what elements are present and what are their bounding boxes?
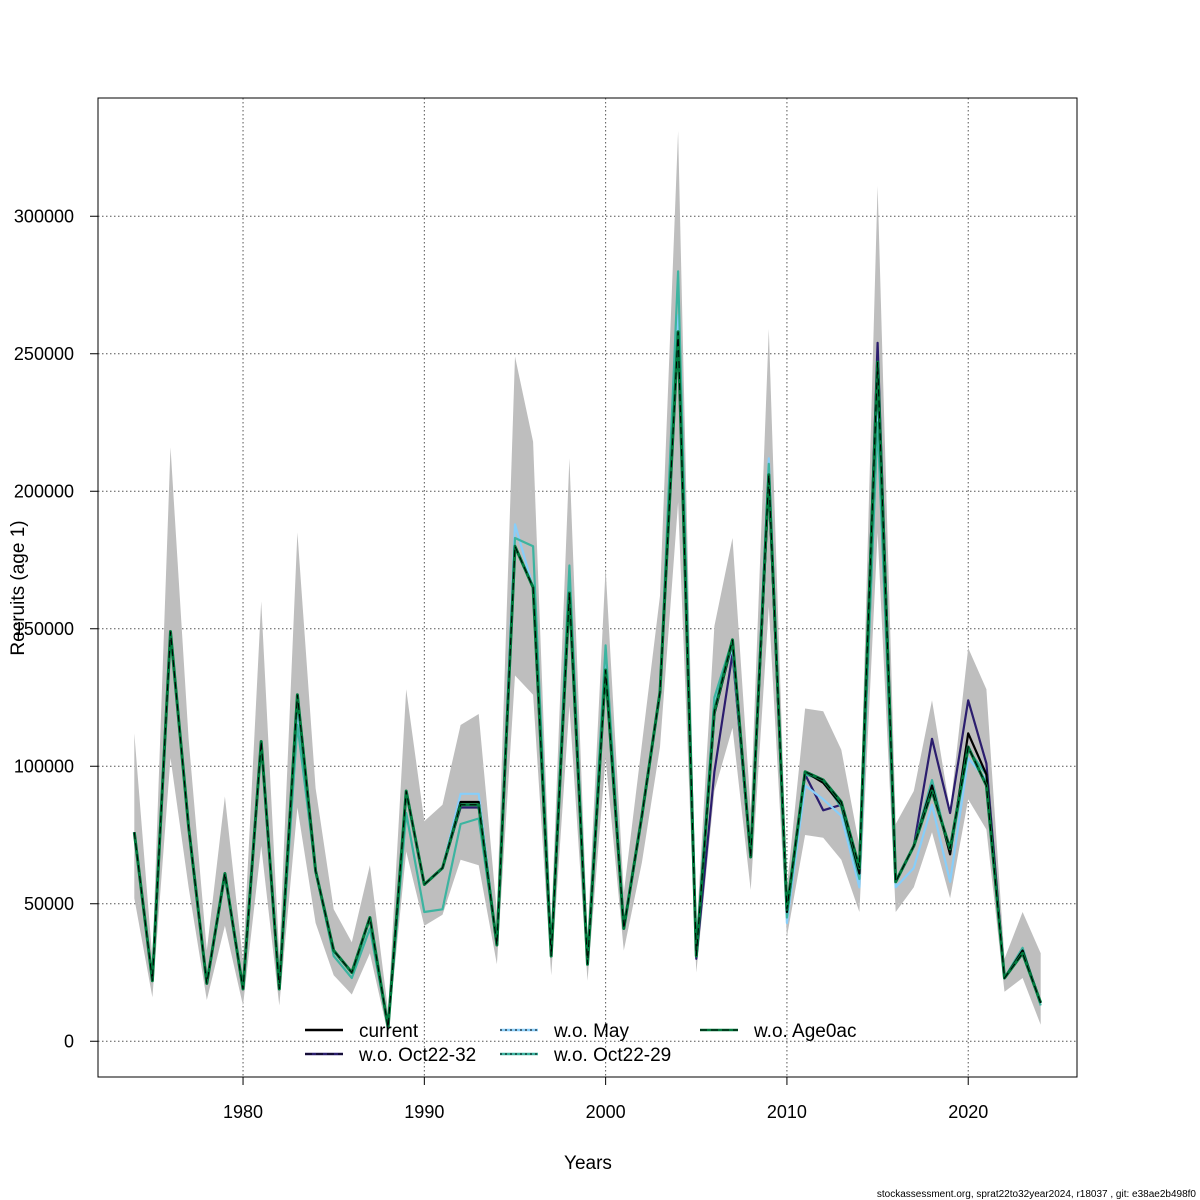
y-tick-label-50000: 50000 — [24, 894, 74, 914]
x-tick-label-2020: 2020 — [948, 1102, 988, 1122]
legend: current w.o. Oct22-32 w.o. May w.o. Oct22-2… — [305, 1021, 856, 1066]
legend-label-current: current — [359, 1021, 419, 1042]
x-axis-title: Years — [564, 1153, 612, 1174]
x-tick-label-1980: 1980 — [223, 1102, 263, 1122]
series-lines-layer — [132, 270, 1043, 1029]
y-tick-label-200000: 200000 — [14, 481, 74, 501]
confidence-band-layer — [134, 131, 1041, 1035]
legend-label-w-o-age0ac: w.o. Age0ac — [753, 1021, 856, 1042]
y-tick-label-0: 0 — [64, 1031, 74, 1051]
series-line-w-o-age0ac-pattern — [133, 331, 1042, 1028]
footer-credit: stockassessment.org, sprat22to32year2024… — [877, 1189, 1197, 1200]
legend-label-w-o-oct22-29: w.o. Oct22-29 — [553, 1045, 671, 1066]
y-tick-label-100000: 100000 — [14, 756, 74, 776]
x-tick-label-2000: 2000 — [586, 1102, 626, 1122]
plot-frame — [97, 97, 1078, 1078]
axes: 1980 1990 2000 2010 2020 0 50000 100000 150000 20… — [14, 206, 988, 1122]
y-tick-label-250000: 250000 — [14, 344, 74, 364]
legend-label-w-o-oct22-32: w.o. Oct22-32 — [358, 1045, 476, 1066]
y-tick-label-150000: 150000 — [14, 619, 74, 639]
x-tick-label-2010: 2010 — [767, 1102, 807, 1122]
x-tick-label-1990: 1990 — [404, 1102, 444, 1122]
confidence-band — [134, 131, 1041, 1035]
y-tick-label-300000: 300000 — [14, 206, 74, 226]
legend-label-w-o-may: w.o. May — [553, 1021, 629, 1042]
y-axis-title: Recruits (age 1) — [8, 520, 29, 655]
